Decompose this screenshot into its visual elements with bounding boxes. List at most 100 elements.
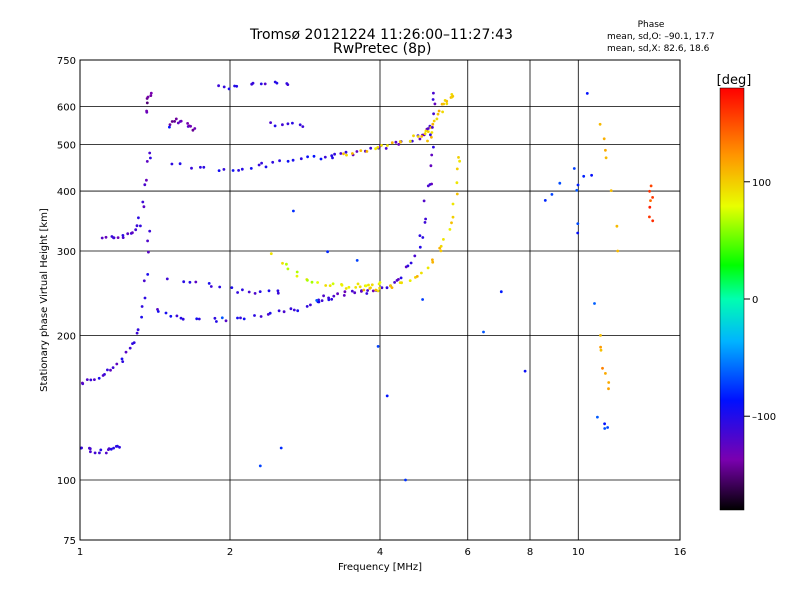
data-point [145,109,149,113]
data-point [139,224,142,228]
data-point [458,159,461,163]
data-point [406,264,410,268]
data-point [178,120,182,123]
data-point [606,426,609,429]
data-point [281,123,284,127]
data-point [81,381,84,385]
data-point [319,157,323,161]
data-point [386,144,389,147]
data-point [599,348,603,352]
chart-title-line1: Tromsø 20121224 11:26:00–11:27:43 [250,27,513,43]
data-point [358,285,362,289]
data-point [432,145,435,149]
data-point [316,281,319,284]
data-point [217,169,221,173]
data-point [259,315,263,318]
data-point [111,366,115,369]
x-tick-label: 8 [527,547,533,558]
data-point [309,303,312,307]
data-point [390,286,394,289]
data-point [109,368,112,372]
data-point [131,231,134,235]
data-point [604,148,607,152]
y-axis-ticks: 75 100 200 300 400 500 600 750 [57,56,76,547]
data-point [649,199,652,203]
data-point [356,282,360,286]
data-point [389,284,392,288]
plot-grid [80,60,680,540]
data-point [215,320,218,323]
data-point [148,229,152,233]
data-point [168,123,172,126]
data-point [418,234,422,238]
chart-title-line2: RwPretec (8p) [333,41,432,57]
y-tick-label: 75 [63,536,76,547]
data-point [615,224,619,228]
data-point [136,328,140,332]
data-point [374,147,377,151]
data-point [451,202,455,206]
data-point [424,217,427,221]
data-point [305,305,309,308]
data-point [344,150,348,154]
data-point [258,290,262,293]
data-point [251,81,255,85]
data-point [432,91,435,95]
data-point [165,277,169,281]
data-point [220,316,224,320]
data-point [103,373,106,376]
data-point [420,271,423,275]
data-point [603,427,607,430]
data-point [435,117,439,121]
data-point [353,291,357,295]
data-point [149,91,153,95]
data-point [365,292,369,295]
data-point [145,178,148,182]
data-point [604,372,607,375]
data-point [135,224,139,228]
data-point [599,345,602,349]
data-point [142,279,146,283]
data-point [355,150,359,153]
data-point [175,314,179,318]
data-point [374,288,378,292]
data-point [499,290,503,294]
data-point [218,285,222,289]
data-point [239,316,242,320]
data-point [431,126,434,129]
data-point [295,270,299,274]
data-point [324,284,328,287]
plot-frame [79,59,681,541]
data-point [351,152,354,155]
x-axis-label: Frequency [MHz] [338,562,422,573]
data-point [355,259,359,262]
data-point [421,298,424,301]
data-point [285,82,289,85]
data-point [199,165,202,169]
data-point [429,133,432,137]
data-point [322,294,325,298]
y-tick-label: 400 [57,187,76,198]
data-point [378,281,382,284]
data-point [408,139,412,143]
data-point [295,274,299,278]
data-point [115,362,119,366]
data-point [331,156,334,160]
data-point [422,199,426,203]
data-point [437,109,441,113]
data-point [409,261,413,265]
data-point [148,151,152,155]
data-point [143,183,147,187]
data-point [298,123,302,127]
data-point [370,283,374,287]
colorbar-tick-label: 100 [752,178,771,189]
data-point [168,125,171,129]
data-point [230,286,234,289]
data-point [191,128,195,132]
data-point [222,85,226,89]
data-point [241,288,244,292]
data-point [576,231,580,235]
data-point [426,184,430,188]
data-point [104,451,108,455]
